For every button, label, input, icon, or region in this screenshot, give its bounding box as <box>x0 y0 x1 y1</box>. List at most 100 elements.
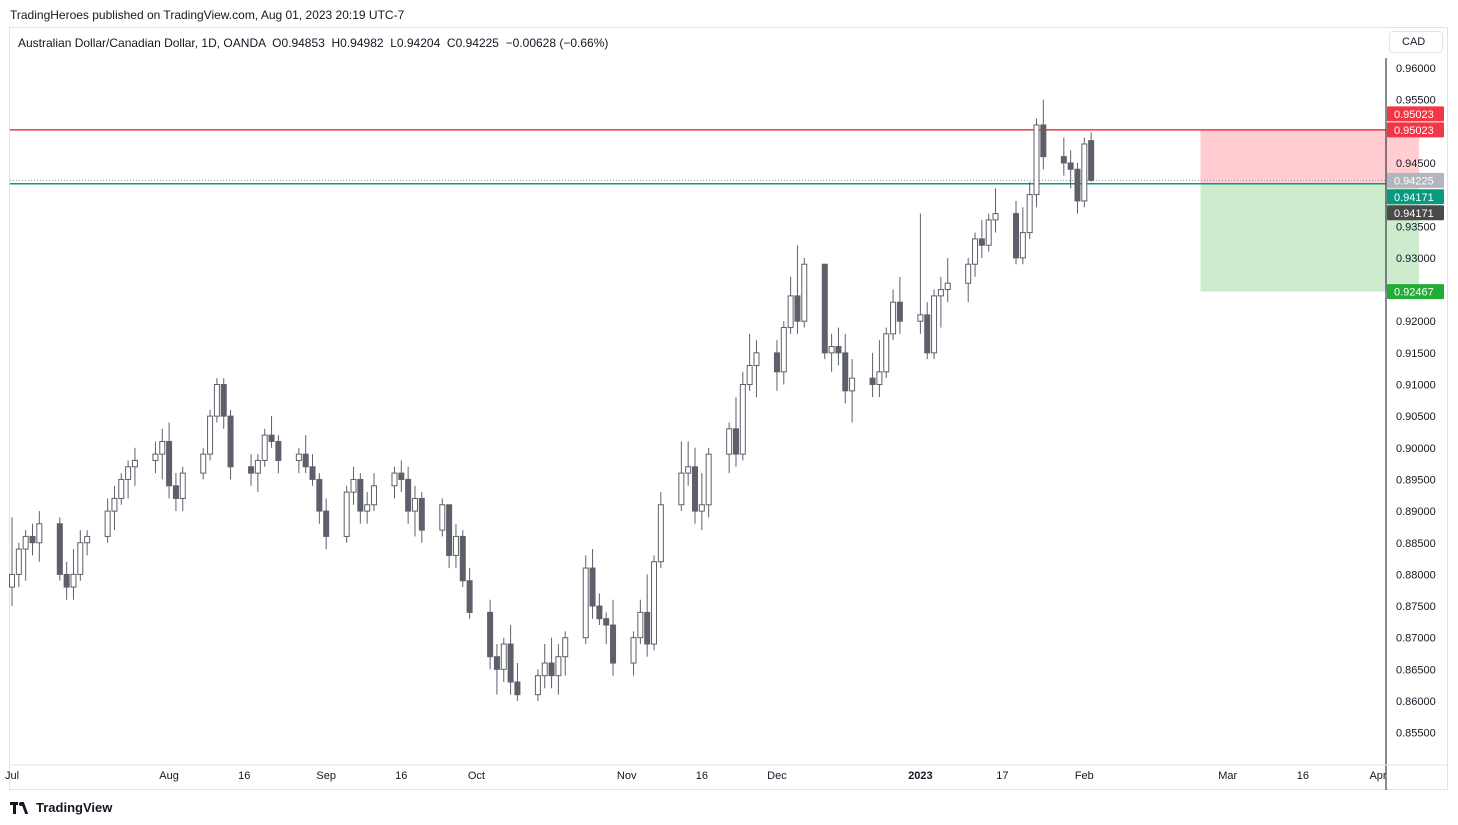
candle-body <box>828 346 835 354</box>
price-tick-label: 0.96000 <box>1396 63 1436 75</box>
price-tick-label: 0.90500 <box>1396 411 1436 423</box>
price-label-text: 0.94171 <box>1394 208 1434 220</box>
chart-frame <box>9 27 1448 790</box>
candle-body <box>29 535 36 544</box>
price-tick-label: 0.95500 <box>1396 95 1436 107</box>
time-tick-label: Aug <box>159 770 179 782</box>
candle-body <box>370 485 377 506</box>
price-tick-label: 0.87000 <box>1396 633 1436 645</box>
time-tick-label: Apr <box>1369 770 1386 782</box>
candle-body <box>746 365 753 386</box>
candle-body <box>944 282 951 291</box>
candle-body <box>801 263 808 322</box>
candle-body <box>610 624 617 664</box>
candle-body <box>1033 124 1040 196</box>
candle-body <box>548 662 555 677</box>
candle-body <box>316 478 323 512</box>
candle-body <box>794 295 801 322</box>
candle-body <box>541 662 548 677</box>
candle-body <box>692 466 698 512</box>
publisher-note: TradingHeroes published on TradingView.c… <box>10 8 405 22</box>
candle-body <box>555 656 562 677</box>
time-tick-label: Dec <box>767 770 787 782</box>
footer-brand[interactable]: TradingView <box>10 800 112 815</box>
price-tick-label: 0.93500 <box>1396 221 1436 233</box>
time-tick-label: 17 <box>996 770 1008 782</box>
price-label-text: 0.95023 <box>1394 125 1434 137</box>
tradingview-logo-icon <box>10 801 32 814</box>
candle-body <box>309 466 316 480</box>
price-tick-label: 0.88000 <box>1396 569 1436 581</box>
candle-body <box>411 497 418 512</box>
candle-body <box>705 453 712 506</box>
candle-body <box>562 637 569 658</box>
candle-body <box>302 453 309 468</box>
candle-body <box>1019 232 1026 259</box>
candle-body <box>261 434 268 461</box>
candle-body <box>254 459 261 474</box>
price-tick-label: 0.93000 <box>1396 253 1436 265</box>
candle-body <box>213 384 220 417</box>
candle-body <box>992 213 999 221</box>
candle-body <box>9 573 15 588</box>
candle-body <box>698 504 705 512</box>
price-tick-label: 0.85500 <box>1396 728 1436 740</box>
candle-body <box>1060 156 1067 164</box>
time-tick-label: 16 <box>238 770 250 782</box>
candle-body <box>890 301 897 335</box>
candle-body <box>842 352 849 392</box>
time-tick-label: 16 <box>1297 770 1309 782</box>
price-label-tag <box>1387 172 1444 188</box>
candle-body <box>493 656 500 670</box>
price-tick-label: 0.90000 <box>1396 443 1436 455</box>
price-tick-label: 0.89500 <box>1396 474 1436 486</box>
candle-body <box>753 352 760 367</box>
candle-body <box>36 523 43 544</box>
candle-body <box>931 295 938 354</box>
candle-body <box>207 415 214 455</box>
candle-body <box>227 415 234 468</box>
time-tick-label: Oct <box>468 770 485 782</box>
candle-body <box>896 301 903 322</box>
candle-body <box>883 333 890 373</box>
candle-body <box>159 440 166 455</box>
candle-body <box>1067 162 1074 170</box>
candle-body <box>726 428 733 455</box>
price-label-tag <box>1387 284 1444 300</box>
candle-body <box>821 263 828 354</box>
candle-body <box>172 485 179 499</box>
candle-body <box>200 453 207 474</box>
candle-body <box>849 377 856 392</box>
candle-body <box>295 453 302 461</box>
candle-body <box>459 535 466 582</box>
price-label-text: 0.94171 <box>1394 192 1434 204</box>
candle-body <box>63 573 70 588</box>
candle-body <box>439 504 446 531</box>
price-label-tag <box>1387 106 1444 122</box>
candle-body <box>364 504 371 512</box>
candle-body <box>685 466 692 474</box>
candle-body <box>1074 168 1081 202</box>
candle-body <box>446 504 453 556</box>
time-tick-label: Feb <box>1075 770 1094 782</box>
candle-body <box>937 289 944 297</box>
time-tick-label: Mar <box>1218 770 1237 782</box>
candle-body <box>357 478 364 512</box>
candle-body <box>917 314 924 322</box>
candle-body <box>398 472 405 480</box>
candle-body <box>220 384 227 417</box>
candle-body <box>268 434 275 442</box>
currency-button[interactable]: CAD <box>1389 31 1443 53</box>
candle-body <box>152 453 159 461</box>
time-tick-label: Jul <box>5 770 19 782</box>
candle-body <box>780 327 787 373</box>
price-label-tag <box>1387 205 1444 221</box>
candle-body <box>876 371 883 385</box>
candle-body <box>835 346 842 354</box>
candle-body <box>350 478 357 493</box>
candle-body <box>275 440 282 461</box>
price-label-tag <box>1387 122 1444 138</box>
candle-body <box>125 466 132 480</box>
candle-body <box>739 384 746 455</box>
